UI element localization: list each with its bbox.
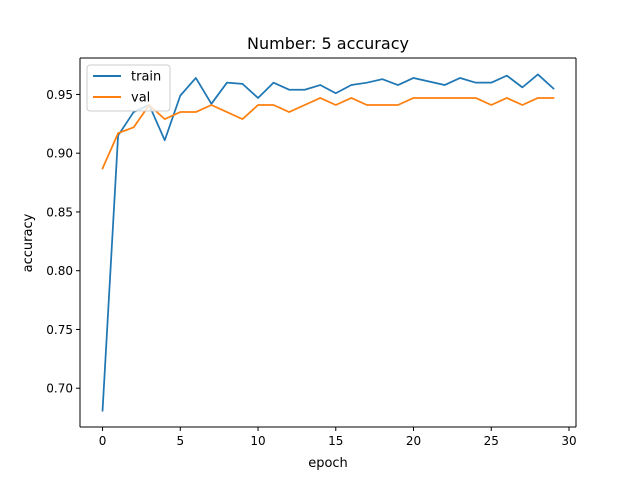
x-tick-label: 10 — [250, 434, 265, 448]
y-axis-label: accuracy — [21, 213, 36, 272]
x-tick-label: 5 — [176, 434, 184, 448]
x-tick-label: 30 — [561, 434, 576, 448]
x-tick-label: 0 — [99, 434, 107, 448]
y-tick-label: 0.80 — [46, 264, 73, 278]
y-tick-label: 0.90 — [46, 147, 73, 161]
y-tick-label: 0.95 — [46, 88, 73, 102]
legend-train-label: train — [131, 70, 161, 85]
x-tick-label: 25 — [484, 434, 499, 448]
legend-val-label: val — [131, 91, 150, 106]
plot-area — [80, 58, 576, 427]
chart-title: Number: 5 accuracy — [247, 34, 409, 53]
x-axis-ticks: 0 5 10 15 20 25 30 — [99, 427, 577, 448]
series-line-val — [101, 97, 555, 170]
x-tick-label: 15 — [328, 434, 343, 448]
y-tick-label: 0.70 — [46, 382, 73, 396]
y-tick-label: 0.75 — [46, 323, 73, 337]
x-axis-label: epoch — [308, 456, 348, 471]
y-tick-label: 0.85 — [46, 205, 73, 219]
series-line-train — [101, 73, 555, 412]
y-axis-ticks: 0.70 0.75 0.80 0.85 0.90 0.95 — [46, 88, 80, 396]
legend: train val — [86, 64, 171, 112]
axes-frame — [79, 57, 577, 428]
x-tick-label: 20 — [406, 434, 421, 448]
series-layer — [101, 73, 555, 412]
